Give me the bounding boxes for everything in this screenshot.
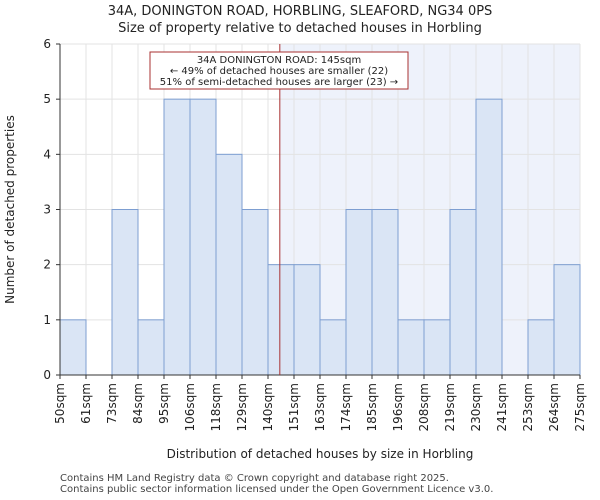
annotation-line-1: 34A DONINGTON ROAD: 145sqm <box>197 55 361 66</box>
histogram-bar-106sqm <box>189 98 217 376</box>
x-tick-label-61sqm: 61sqm <box>79 383 93 424</box>
histogram-bar-95sqm <box>163 98 191 376</box>
histogram-bar-73sqm <box>111 209 139 376</box>
x-tick-label-151sqm: 151sqm <box>287 383 301 431</box>
x-axis-title: Distribution of detached houses by size … <box>167 447 474 461</box>
x-tick-label-140sqm: 140sqm <box>261 383 275 431</box>
histogram-bar-84sqm <box>137 319 165 376</box>
x-tick-label-129sqm: 129sqm <box>235 383 249 431</box>
histogram-bar-230sqm <box>475 98 503 376</box>
histogram-bar-185sqm <box>371 209 399 376</box>
x-tick-label-264sqm: 264sqm <box>547 383 561 431</box>
footer-licence: Contains public sector information licen… <box>60 484 494 495</box>
x-tick-label-230sqm: 230sqm <box>469 383 483 431</box>
x-tick-label-253sqm: 253sqm <box>521 383 535 431</box>
x-tick-label-84sqm: 84sqm <box>131 383 145 424</box>
chart-title-address: 34A, DONINGTON ROAD, HORBLING, SLEAFORD,… <box>107 4 493 19</box>
histogram-bar-264sqm <box>553 264 581 376</box>
histogram-bar-208sqm <box>423 319 451 376</box>
chart-title: Size of property relative to detached ho… <box>118 21 482 36</box>
x-tick-label-50sqm: 50sqm <box>53 383 67 424</box>
histogram-bar-174sqm <box>345 209 373 376</box>
y-axis-title: Number of detached properties <box>3 115 17 304</box>
histogram-bar-118sqm <box>215 153 243 376</box>
x-tick-label-163sqm: 163sqm <box>313 383 327 431</box>
x-tick-label-196sqm: 196sqm <box>391 383 405 431</box>
y-tick-label: 5 <box>43 92 51 106</box>
histogram-bar-163sqm <box>319 319 347 376</box>
x-tick-label-208sqm: 208sqm <box>417 383 431 431</box>
x-tick-label-174sqm: 174sqm <box>339 383 353 431</box>
y-tick-label: 4 <box>43 147 51 161</box>
histogram-bar-50sqm <box>59 319 87 376</box>
y-tick-label: 1 <box>43 313 51 327</box>
y-tick-label: 2 <box>43 258 51 272</box>
y-tick-label: 0 <box>43 368 51 382</box>
annotation-line-2: ← 49% of detached houses are smaller (22… <box>170 66 388 77</box>
x-tick-label-185sqm: 185sqm <box>365 383 379 431</box>
histogram-bar-129sqm <box>241 209 269 376</box>
annotation-line-3: 51% of semi-detached houses are larger (… <box>160 77 398 88</box>
x-tick-label-73sqm: 73sqm <box>105 383 119 424</box>
x-tick-label-275sqm: 275sqm <box>573 383 587 431</box>
x-tick-label-106sqm: 106sqm <box>183 383 197 431</box>
histogram-bar-253sqm <box>527 319 555 376</box>
histogram-bar-140sqm <box>267 264 295 376</box>
y-tick-label: 6 <box>43 37 51 51</box>
y-tick-label: 3 <box>43 203 51 217</box>
histogram-bar-196sqm <box>397 319 425 376</box>
histogram-bar-219sqm <box>449 209 477 376</box>
x-tick-label-95sqm: 95sqm <box>157 383 171 424</box>
annotation-box <box>149 51 409 90</box>
x-tick-label-118sqm: 118sqm <box>209 383 223 431</box>
x-tick-label-241sqm: 241sqm <box>495 383 509 431</box>
histogram-bar-151sqm <box>293 264 321 376</box>
footer-copyright: Contains HM Land Registry data © Crown c… <box>60 473 449 484</box>
x-tick-label-219sqm: 219sqm <box>443 383 457 431</box>
